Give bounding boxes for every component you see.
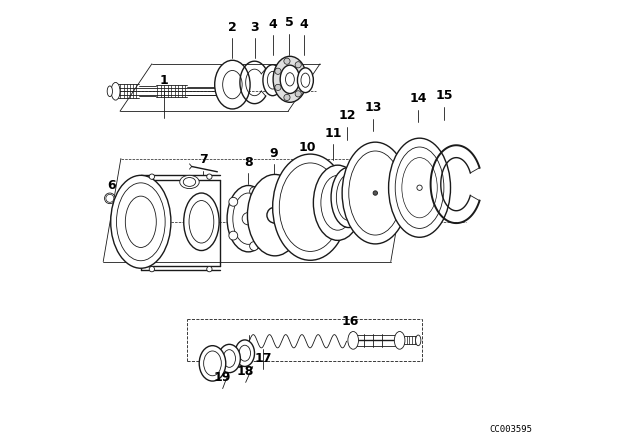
Ellipse shape — [394, 332, 405, 349]
Circle shape — [275, 84, 281, 90]
Ellipse shape — [314, 165, 362, 241]
Ellipse shape — [298, 68, 314, 93]
Text: 9: 9 — [269, 147, 278, 160]
Text: 4: 4 — [268, 17, 277, 30]
Ellipse shape — [184, 193, 219, 250]
Ellipse shape — [273, 154, 348, 260]
Ellipse shape — [337, 174, 361, 220]
Ellipse shape — [263, 65, 282, 96]
Ellipse shape — [301, 73, 310, 87]
Circle shape — [267, 207, 283, 223]
Text: 1: 1 — [160, 74, 168, 87]
Circle shape — [373, 191, 378, 195]
Text: 19: 19 — [214, 371, 231, 384]
Ellipse shape — [107, 86, 113, 97]
Text: 10: 10 — [299, 141, 316, 154]
Ellipse shape — [227, 185, 269, 252]
Circle shape — [250, 241, 259, 250]
Ellipse shape — [111, 82, 120, 100]
Circle shape — [284, 58, 290, 65]
Ellipse shape — [235, 340, 255, 366]
Circle shape — [284, 95, 290, 100]
Circle shape — [207, 174, 212, 179]
Text: 15: 15 — [435, 89, 452, 102]
Circle shape — [242, 212, 255, 225]
Circle shape — [104, 193, 115, 204]
Circle shape — [295, 91, 301, 97]
Ellipse shape — [111, 175, 171, 268]
Ellipse shape — [233, 193, 264, 244]
Ellipse shape — [248, 174, 302, 256]
Circle shape — [262, 214, 271, 223]
Circle shape — [275, 68, 281, 74]
Ellipse shape — [116, 183, 165, 261]
Text: 2: 2 — [228, 21, 237, 34]
Ellipse shape — [180, 175, 199, 189]
Circle shape — [300, 76, 307, 82]
Ellipse shape — [280, 65, 300, 94]
Circle shape — [229, 198, 237, 206]
Ellipse shape — [204, 351, 221, 376]
Text: 5: 5 — [285, 16, 293, 29]
Circle shape — [362, 200, 367, 206]
Text: 7: 7 — [199, 154, 207, 167]
Ellipse shape — [106, 194, 114, 202]
Ellipse shape — [223, 349, 236, 367]
Circle shape — [295, 62, 301, 68]
Ellipse shape — [223, 70, 242, 99]
Text: 12: 12 — [339, 109, 356, 122]
Text: 17: 17 — [255, 352, 272, 365]
Text: 3: 3 — [250, 21, 259, 34]
Ellipse shape — [218, 345, 241, 373]
Circle shape — [149, 174, 154, 179]
Ellipse shape — [285, 73, 294, 86]
Ellipse shape — [125, 196, 156, 247]
Ellipse shape — [268, 71, 278, 89]
Text: 14: 14 — [410, 92, 427, 105]
Ellipse shape — [396, 147, 444, 228]
Circle shape — [207, 267, 212, 272]
Text: 16: 16 — [341, 315, 359, 328]
Ellipse shape — [183, 177, 196, 186]
Text: CC003595: CC003595 — [490, 425, 532, 434]
Ellipse shape — [214, 60, 250, 109]
Ellipse shape — [348, 332, 358, 349]
Text: 18: 18 — [237, 365, 254, 378]
Text: 8: 8 — [244, 156, 253, 169]
Ellipse shape — [239, 345, 250, 361]
Ellipse shape — [273, 56, 307, 102]
Ellipse shape — [199, 346, 226, 381]
Ellipse shape — [331, 168, 367, 228]
Ellipse shape — [189, 201, 214, 243]
Text: 4: 4 — [300, 17, 308, 30]
Ellipse shape — [223, 82, 234, 101]
Ellipse shape — [349, 151, 402, 235]
Circle shape — [149, 267, 154, 272]
Ellipse shape — [321, 175, 355, 230]
Text: 11: 11 — [324, 127, 342, 140]
Text: 6: 6 — [107, 179, 115, 192]
Ellipse shape — [342, 142, 408, 244]
Ellipse shape — [279, 163, 341, 251]
Circle shape — [250, 187, 259, 196]
Circle shape — [417, 185, 422, 190]
Ellipse shape — [415, 335, 421, 346]
Circle shape — [229, 231, 237, 240]
Ellipse shape — [388, 138, 451, 237]
Text: 13: 13 — [364, 101, 382, 114]
